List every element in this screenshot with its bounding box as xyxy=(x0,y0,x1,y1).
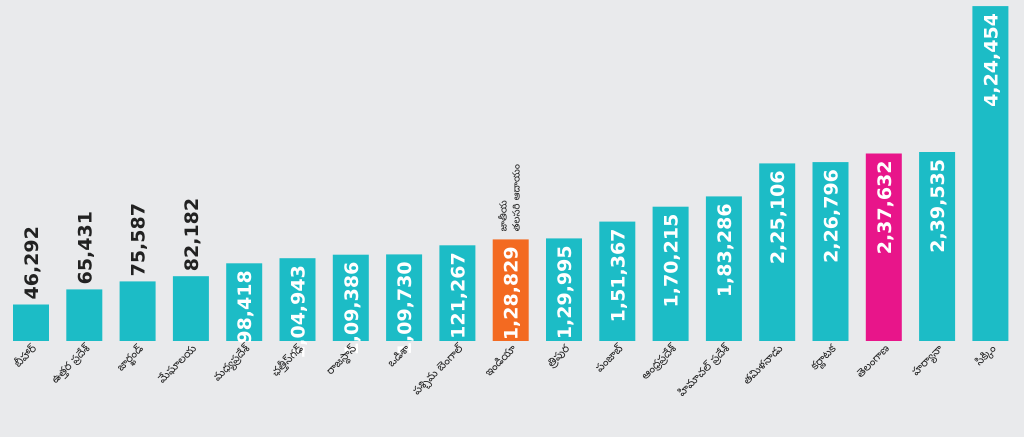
bar-5 xyxy=(279,258,316,341)
annotation-line-1: తలసరి ఆదాయం xyxy=(512,164,523,231)
category-label-14: తమిళనాడు xyxy=(740,342,785,387)
category-label-13: హిమాచల్ ప్రదేశ్ xyxy=(675,341,734,400)
bar-7 xyxy=(386,254,423,341)
category-label-3: మేఘాలయ xyxy=(155,342,199,386)
category-label-10: త్రిపుర xyxy=(544,342,573,371)
value-label-1: 65,431 xyxy=(74,211,96,284)
bar-2 xyxy=(119,281,156,341)
value-label-0: 46,292 xyxy=(21,226,43,299)
annotation-line-0: జాతీయ xyxy=(498,200,510,231)
bar-1 xyxy=(66,289,103,341)
category-label-18: సిక్కిం xyxy=(972,342,999,369)
value-labels-group: 46,292 65,431 75,587 82,182 98,418 1,04,943 1,… xyxy=(21,13,1002,359)
value-label-13: 1,83,286 xyxy=(714,203,736,297)
bar-3 xyxy=(172,276,209,341)
bar-18 xyxy=(972,6,1009,341)
bar-4 xyxy=(226,263,263,341)
bar-16 xyxy=(865,153,902,341)
value-label-18: 4,24,454 xyxy=(980,13,1002,107)
bar-0 xyxy=(13,304,49,341)
value-label-8: 121,267 xyxy=(447,252,469,339)
category-labels-group: బీహార్ ఉత్తర ప్రదేశ్ జార్ఖండ్ మేఘాలయ మధ్యప్ర… xyxy=(11,341,999,400)
bar-8 xyxy=(439,245,476,341)
value-label-2: 75,587 xyxy=(128,203,150,276)
annotation-group: జాతీయ తలసరి ఆదాయం xyxy=(498,164,523,231)
value-label-10: 1,29,995 xyxy=(554,245,576,339)
category-label-17: హర్యానా xyxy=(909,342,947,380)
category-label-8: పశ్చిమ బెంగాల్ xyxy=(410,341,467,398)
value-label-17: 2,39,535 xyxy=(927,159,949,253)
category-label-4: మధ్యప్రదేశ్ xyxy=(211,341,256,386)
bar-11 xyxy=(599,221,636,341)
category-label-0: బీహార్ xyxy=(11,342,39,370)
bar-12 xyxy=(652,206,689,341)
bars-group xyxy=(13,6,1009,341)
value-label-3: 82,182 xyxy=(181,198,203,271)
bar-17 xyxy=(919,152,956,341)
value-label-5: 1,04,943 xyxy=(288,265,310,359)
category-label-9: ఇండియా xyxy=(482,342,519,379)
category-label-16: తెలంగాణ xyxy=(854,342,892,380)
category-label-15: కర్ణాటక xyxy=(808,341,841,374)
value-label-4: 98,418 xyxy=(234,270,256,343)
value-label-16: 2,37,632 xyxy=(874,161,896,255)
bar-6 xyxy=(332,254,369,341)
value-label-14: 2,25,106 xyxy=(767,170,789,264)
bar-13 xyxy=(705,196,742,341)
value-label-6: 1,09,386 xyxy=(341,262,363,356)
value-label-12: 1,70,215 xyxy=(661,214,683,308)
value-label-11: 1,51,367 xyxy=(607,229,629,323)
category-label-1: ఉత్తర ప్రదేశ్ xyxy=(49,341,95,387)
value-label-7: 1,09,730 xyxy=(394,261,416,355)
value-label-9: 1,28,829 xyxy=(501,246,523,340)
category-label-12: ఆంధ్రప్రదేశ్ xyxy=(639,341,681,383)
bar-9 xyxy=(492,239,529,341)
category-label-11: పంజాబ్ xyxy=(593,341,626,374)
bar-15 xyxy=(812,162,849,341)
bar-14 xyxy=(759,163,796,341)
value-label-15: 2,26,796 xyxy=(821,169,843,263)
category-label-2: జార్ఖండ్ xyxy=(114,342,148,376)
bar-10 xyxy=(546,238,582,341)
